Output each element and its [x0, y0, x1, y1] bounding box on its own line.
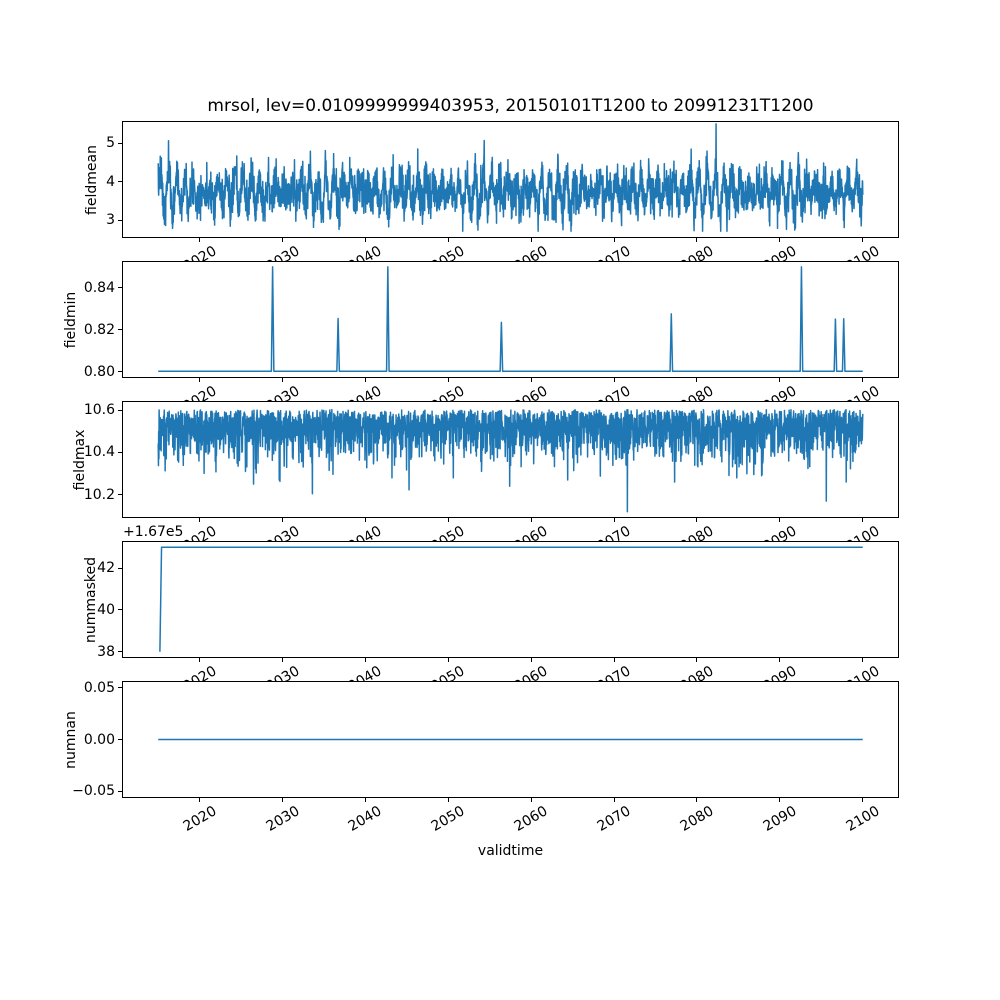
y-axis-label-fieldmin: fieldmin: [63, 291, 79, 348]
y-tick-mark: [118, 609, 122, 611]
x-tick-mark: [779, 238, 781, 242]
x-tick-mark: [779, 798, 781, 802]
x-tick-mark: [447, 518, 449, 522]
nummasked-line: [159, 546, 863, 652]
y-tick-mark: [118, 451, 122, 453]
x-tick-mark: [199, 378, 201, 382]
x-tick-mark: [447, 798, 449, 802]
x-tick-mark: [613, 238, 615, 242]
x-tick-mark: [199, 658, 201, 662]
x-tick-mark: [862, 798, 864, 802]
x-tick-mark: [199, 518, 201, 522]
x-tick-mark: [282, 378, 284, 382]
x-tick-mark: [779, 518, 781, 522]
y-tick-mark: [118, 494, 122, 496]
numnan-line: [158, 738, 863, 741]
y-tick-label: 4: [106, 173, 115, 190]
x-tick-mark: [862, 518, 864, 522]
y-tick-label: 40: [97, 601, 115, 618]
y-tick-label: 10.4: [83, 444, 115, 461]
x-tick-mark: [282, 658, 284, 662]
x-tick-mark: [282, 238, 284, 242]
x-tick-mark: [282, 798, 284, 802]
x-tick-mark: [530, 798, 532, 802]
x-tick-mark: [696, 518, 698, 522]
y-tick-label: 10.6: [83, 402, 115, 419]
y-tick-mark: [118, 287, 122, 289]
x-tick-mark: [447, 238, 449, 242]
x-tick-mark: [199, 798, 201, 802]
x-tick-mark: [862, 238, 864, 242]
y-tick-label: 3: [106, 212, 115, 229]
y-tick-mark: [118, 181, 122, 183]
y-tick-label: 0.05: [83, 679, 115, 696]
y-tick-label: 0.00: [83, 731, 115, 748]
y-axis-offset-text: +1.67e5: [123, 524, 184, 540]
y-tick-mark: [118, 329, 122, 331]
x-tick-mark: [530, 658, 532, 662]
subplot-fieldmax: fieldmax 10.2 10.4 10.6 2020 2030 2040 2050 20…: [72, 401, 899, 555]
x-axis-label: validtime: [477, 843, 544, 859]
x-tick-mark: [696, 378, 698, 382]
x-tick-mark: [696, 658, 698, 662]
fieldmin-line: [158, 266, 863, 373]
y-tick-label: 10.2: [83, 486, 115, 503]
y-tick-label: −0.05: [72, 783, 115, 800]
fieldmax-line: [157, 408, 864, 513]
x-tick-mark: [364, 798, 366, 802]
x-tick-mark: [613, 798, 615, 802]
subplot-nummasked: +1.67e5 nummasked 38 40 42 2020 2030 2040 205…: [83, 524, 899, 695]
figure-title: mrsol, lev=0.0109999999403953, 20150101T…: [207, 96, 814, 116]
y-tick-mark: [118, 219, 122, 221]
x-tick-mark: [282, 518, 284, 522]
x-tick-mark: [364, 518, 366, 522]
y-tick-mark: [118, 409, 122, 411]
x-tick-mark: [696, 238, 698, 242]
x-tick-mark: [530, 238, 532, 242]
x-tick-mark: [364, 238, 366, 242]
x-tick-mark: [364, 658, 366, 662]
y-tick-label: 38: [97, 643, 115, 660]
y-tick-mark: [118, 790, 122, 792]
x-tick-mark: [530, 518, 532, 522]
fieldmean-line: [157, 123, 864, 232]
x-tick-mark: [779, 378, 781, 382]
y-tick-mark: [118, 651, 122, 653]
x-tick-mark: [447, 378, 449, 382]
y-tick-label: 0.84: [83, 279, 115, 296]
x-tick-mark: [613, 378, 615, 382]
x-tick-mark: [364, 378, 366, 382]
x-tick-mark: [862, 658, 864, 662]
x-tick-mark: [779, 658, 781, 662]
y-tick-mark: [118, 371, 122, 373]
x-tick-mark: [696, 798, 698, 802]
y-tick-label: 0.82: [83, 321, 115, 338]
y-tick-label: 0.80: [83, 363, 115, 380]
x-tick-mark: [862, 378, 864, 382]
subplot-fieldmin: fieldmin 0.80 0.82 0.84 2020 2030 2040 2050 20…: [63, 261, 899, 415]
subplot-numnan: numnan −0.05 0.00 0.05 2020 2030 2040 2050 206…: [63, 680, 899, 835]
x-tick-mark: [199, 238, 201, 242]
x-tick-mark: [613, 518, 615, 522]
y-tick-label: 42: [97, 560, 115, 577]
y-tick-mark: [118, 567, 122, 569]
x-tick-mark: [530, 378, 532, 382]
y-tick-label: 5: [106, 135, 115, 152]
x-tick-mark: [447, 658, 449, 662]
y-tick-mark: [118, 142, 122, 144]
x-tick-mark: [613, 658, 615, 662]
y-tick-mark: [118, 687, 122, 689]
y-tick-mark: [118, 739, 122, 740]
